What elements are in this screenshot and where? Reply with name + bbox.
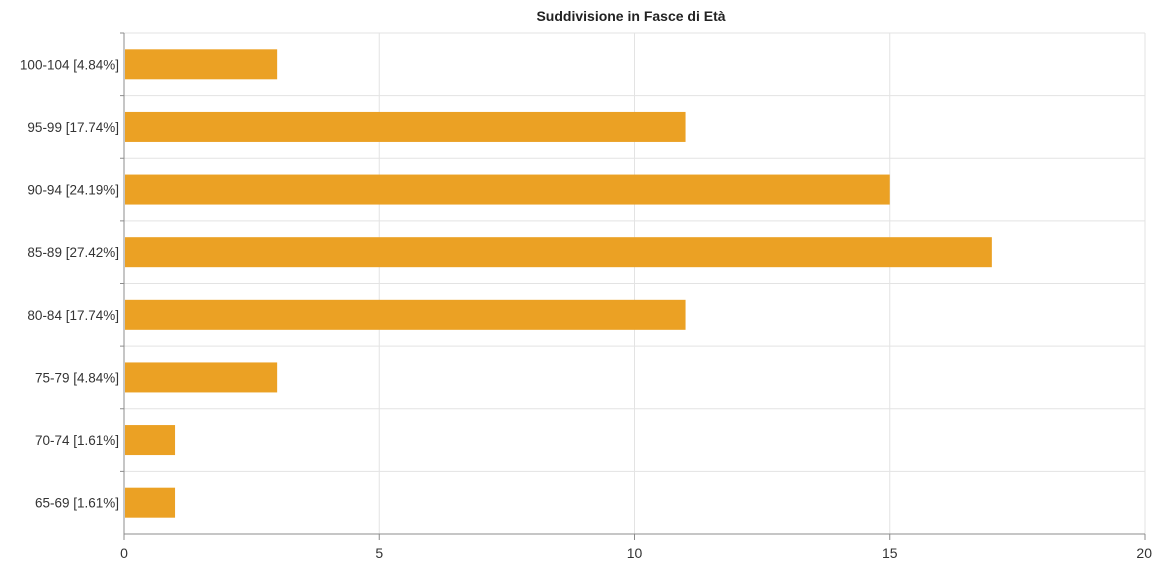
bar — [125, 487, 176, 518]
x-tick-label: 5 — [375, 545, 383, 561]
category-label: 85-89 [27.42%] — [27, 245, 119, 260]
bar — [125, 362, 278, 393]
category-label: 90-94 [24.19%] — [27, 183, 119, 198]
x-tick-label: 20 — [1136, 545, 1152, 561]
bar — [125, 299, 686, 330]
category-label: 80-84 [17.74%] — [27, 308, 119, 323]
x-tick-label: 15 — [882, 545, 898, 561]
category-label: 65-69 [1.61%] — [35, 496, 119, 511]
category-label: 70-74 [1.61%] — [35, 433, 119, 448]
grid-lines — [124, 32, 1146, 534]
axes — [120, 32, 1146, 540]
x-tick-labels: 0 5 10 15 20 — [120, 545, 1152, 561]
bar — [125, 237, 992, 268]
bars — [125, 49, 992, 518]
category-labels: 100-104 [4.84%] 95-99 [17.74%] 90-94 [24.1… — [20, 57, 119, 510]
bar — [125, 49, 278, 80]
x-tick-label: 10 — [627, 545, 643, 561]
x-tick-label: 0 — [120, 545, 128, 561]
bar — [125, 111, 686, 142]
bar — [125, 425, 176, 456]
chart-title: Suddivisione in Fasce di Età — [536, 8, 725, 24]
category-label: 100-104 [4.84%] — [20, 57, 119, 72]
category-label: 95-99 [17.74%] — [27, 120, 119, 135]
bar — [125, 174, 890, 205]
category-label: 75-79 [4.84%] — [35, 370, 119, 385]
